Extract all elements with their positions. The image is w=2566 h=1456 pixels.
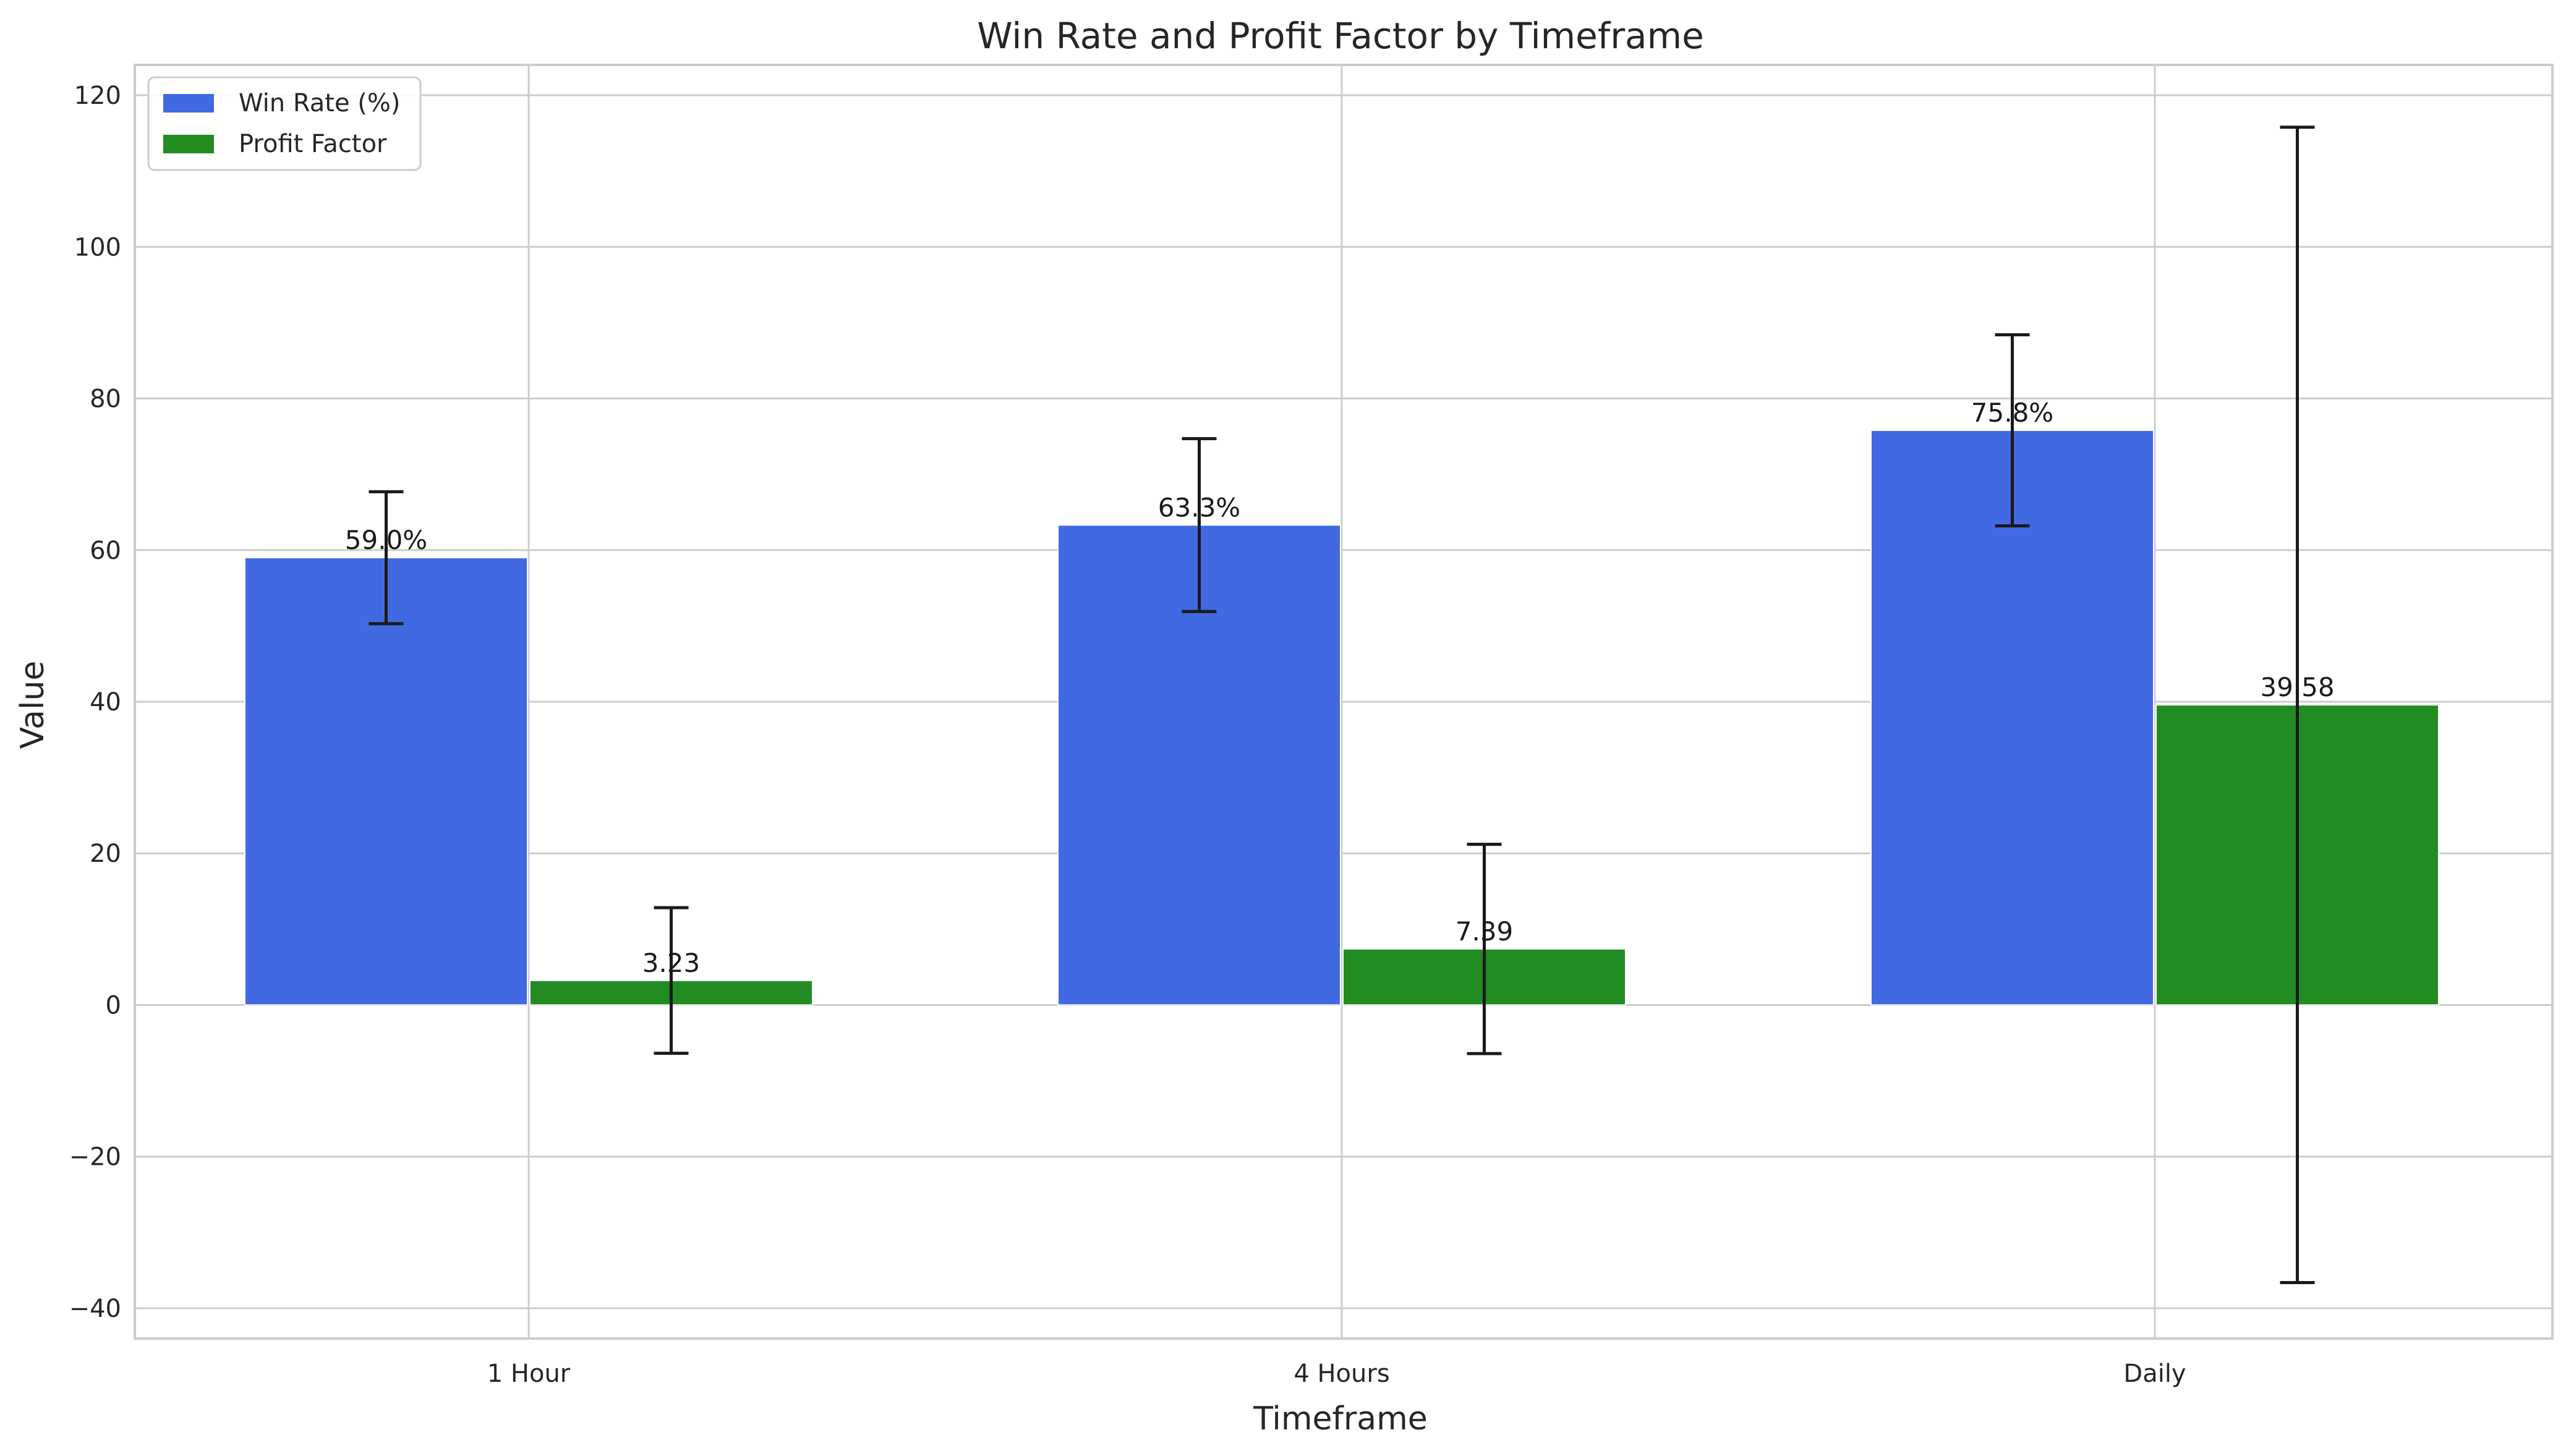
error-bars	[369, 126, 2315, 1285]
y-tick-label: 100	[74, 233, 121, 262]
data-label-win-rate: 63.3%	[1158, 492, 1240, 522]
y-tick-label: −20	[69, 1143, 121, 1172]
legend-label-profit-factor: Profit Factor	[239, 130, 387, 158]
data-label-win-rate: 75.8%	[1971, 398, 2053, 428]
error-bar-profit-factor	[654, 906, 689, 1055]
y-tick-label: 60	[90, 537, 121, 565]
x-tick-labels: 1 Hour 4 Hours Daily	[487, 1360, 2186, 1388]
error-bar-win-rate	[369, 490, 404, 626]
x-axis-label: Timeframe	[1253, 1400, 1427, 1437]
data-label-win-rate: 59.0%	[345, 525, 427, 555]
error-bar-win-rate	[1995, 333, 2030, 528]
y-tick-label: −40	[69, 1295, 121, 1323]
y-tick-label: 40	[90, 688, 121, 717]
x-tick-label: 4 Hours	[1294, 1360, 1389, 1388]
data-labels: 59.0% 63.3% 75.8% 3.23 7.39 39.58	[345, 398, 2335, 978]
y-tick-label: 20	[90, 840, 121, 868]
chart-title: Win Rate and Profit Factor by Timeframe	[977, 15, 1704, 57]
error-bar-win-rate	[1182, 437, 1217, 613]
y-tick-label: 120	[74, 82, 121, 110]
error-bar-profit-factor	[1467, 843, 1502, 1055]
y-tick-label: 0	[106, 991, 121, 1020]
legend: Win Rate (%) Profit Factor	[147, 76, 422, 171]
error-bar-profit-factor	[2280, 126, 2315, 1285]
y-tick-labels: −40 −20 0 20 40 60 80 100 120	[69, 82, 121, 1323]
legend-box	[147, 76, 422, 171]
data-label-profit-factor: 39.58	[2260, 672, 2334, 702]
x-tick-label: Daily	[2123, 1360, 2186, 1388]
x-tick-label: 1 Hour	[487, 1360, 571, 1388]
legend-swatch-profit-factor	[163, 135, 214, 153]
bar-win-rate	[244, 557, 528, 1006]
y-tick-label: 80	[90, 385, 121, 414]
legend-swatch-win-rate	[163, 94, 214, 113]
y-axis-label: Value	[14, 661, 51, 749]
data-label-profit-factor: 3.23	[642, 948, 701, 978]
data-label-profit-factor: 7.39	[1456, 916, 1514, 947]
legend-label-win-rate: Win Rate (%)	[239, 89, 401, 117]
plot-frame	[134, 64, 2554, 1340]
